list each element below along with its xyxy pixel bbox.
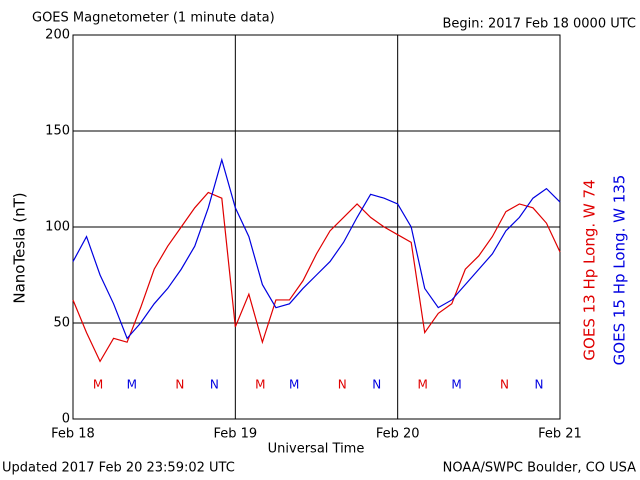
legend-label: GOES 15 Hp Long. W 135 (611, 175, 629, 366)
data-line (72, 157, 561, 340)
annotation: M (93, 378, 103, 392)
y-tick-label: 50 (53, 316, 70, 331)
chart-subtitle: Begin: 2017 Feb 18 0000 UTC (442, 17, 636, 32)
annotation: M (418, 378, 428, 392)
annotation: N (175, 378, 184, 392)
x-tick-label: Feb 20 (376, 427, 420, 442)
chart-title: GOES Magnetometer (1 minute data) (32, 11, 275, 26)
footer: NOAA/SWPC Boulder, CO USA (443, 461, 636, 476)
y-tick-label: 100 (45, 220, 70, 235)
annotation: N (210, 378, 219, 392)
annotation: M (289, 378, 299, 392)
x-tick-label: Feb 21 (538, 427, 582, 442)
annotation: M (127, 378, 137, 392)
y-tick-label: 200 (45, 28, 70, 43)
y-axis-label: NanoTesla (nT) (11, 192, 29, 303)
x-tick-label: Feb 19 (213, 427, 257, 442)
annotation: N (535, 378, 544, 392)
x-axis-label: Universal Time (268, 442, 365, 457)
annotation: M (451, 378, 461, 392)
legend-label: GOES 13 Hp Long. W 74 (581, 179, 599, 360)
x-tick-label: Feb 18 (51, 427, 95, 442)
annotation: N (500, 378, 509, 392)
annotation: N (372, 378, 381, 392)
y-tick-label: 0 (62, 412, 70, 427)
annotation: N (338, 378, 347, 392)
annotation: M (255, 378, 265, 392)
footer: Updated 2017 Feb 20 23:59:02 UTC (2, 461, 235, 476)
y-tick-label: 150 (45, 124, 70, 139)
data-line (72, 191, 561, 363)
